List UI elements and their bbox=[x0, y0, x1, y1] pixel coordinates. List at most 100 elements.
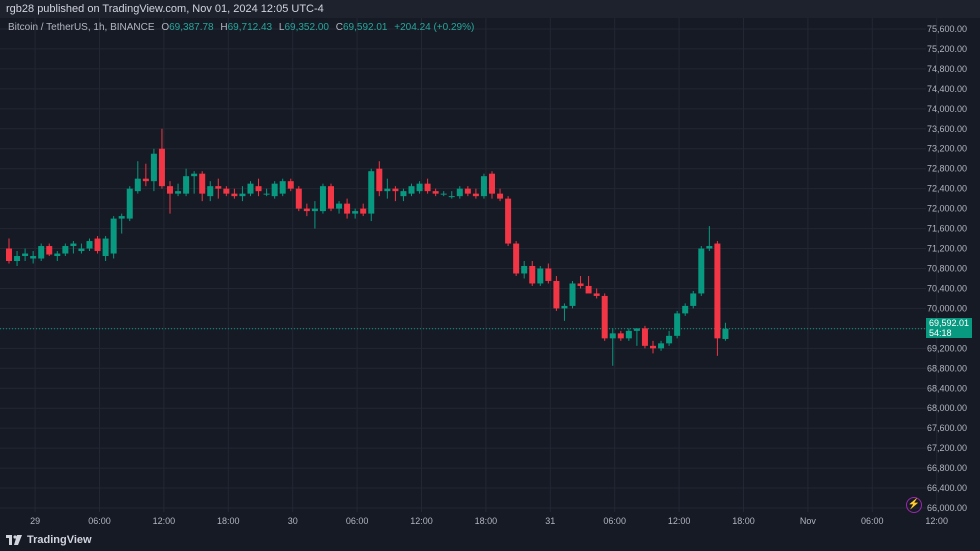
candle-body bbox=[376, 168, 383, 192]
chart-grid bbox=[0, 18, 938, 512]
candle bbox=[448, 191, 455, 199]
candle bbox=[432, 188, 439, 197]
price-tick-label: 66,400.00 bbox=[927, 483, 967, 493]
candle-body bbox=[360, 208, 367, 214]
candle-body bbox=[223, 188, 230, 194]
legend-close-label: C bbox=[335, 22, 343, 33]
candle bbox=[706, 226, 713, 252]
candle bbox=[376, 161, 383, 197]
price-tick-label: 70,400.00 bbox=[927, 283, 967, 293]
candle-body bbox=[658, 343, 665, 349]
tradingview-logo[interactable]: TradingView bbox=[6, 534, 92, 546]
candle bbox=[62, 243, 69, 257]
candle bbox=[167, 181, 173, 214]
lightning-bolt-icon[interactable]: ⚡ bbox=[906, 497, 922, 513]
candle bbox=[666, 330, 673, 346]
tradingview-brand: TradingView bbox=[27, 534, 92, 546]
candle-body bbox=[722, 328, 729, 339]
time-tick-label: 06:00 bbox=[603, 516, 626, 526]
time-tick-label: 06:00 bbox=[861, 516, 884, 526]
candle-body bbox=[86, 241, 93, 249]
candle bbox=[344, 198, 351, 219]
price-tick-label: 67,200.00 bbox=[927, 443, 967, 453]
candle-body bbox=[328, 186, 334, 209]
candle bbox=[14, 251, 21, 266]
candle bbox=[440, 191, 447, 197]
candle-body bbox=[295, 188, 302, 209]
candle-body bbox=[70, 243, 77, 247]
candle bbox=[513, 241, 520, 276]
candle bbox=[279, 178, 286, 197]
candle bbox=[38, 243, 45, 262]
candle bbox=[633, 328, 640, 346]
candle-body bbox=[158, 148, 165, 187]
candle-body bbox=[440, 193, 447, 195]
price-chart[interactable]: 66,000.00 66,400.00 66,800.00 67,200.00 67,6… bbox=[0, 0, 980, 531]
candle bbox=[239, 186, 246, 202]
last-price-tag: 69,592.01 54:18 bbox=[926, 318, 972, 338]
price-tick-label: 66,000.00 bbox=[927, 503, 967, 513]
candle-body bbox=[690, 293, 697, 306]
last-price-value: 69,592.01 bbox=[929, 318, 970, 328]
candle bbox=[231, 188, 238, 199]
candle bbox=[601, 293, 608, 341]
candle-body bbox=[650, 345, 656, 349]
legend-open-label: O bbox=[161, 22, 170, 33]
time-axis[interactable]: 29 06:00 12:00 18:00 30 06:00 12:00 18:00 31 06:0… bbox=[30, 516, 948, 526]
legend-symbol: Bitcoin / TetherUS, 1h, BINANCE bbox=[8, 22, 155, 33]
candle-body bbox=[472, 193, 479, 197]
candle bbox=[682, 303, 689, 316]
candle bbox=[199, 171, 206, 202]
candle bbox=[94, 236, 101, 254]
candle-body bbox=[392, 188, 399, 192]
candle bbox=[561, 303, 568, 321]
candle-body bbox=[344, 203, 351, 214]
candle bbox=[142, 163, 149, 187]
candle bbox=[46, 243, 53, 257]
candle bbox=[722, 322, 729, 341]
candle bbox=[158, 128, 165, 189]
candle-body bbox=[231, 193, 238, 197]
candle bbox=[110, 216, 117, 259]
candle bbox=[714, 241, 721, 356]
candle bbox=[126, 186, 133, 222]
candle bbox=[271, 181, 278, 199]
candle-body bbox=[118, 216, 125, 219]
candle bbox=[30, 251, 37, 264]
time-tick-label: 30 bbox=[288, 516, 298, 526]
candle bbox=[545, 263, 552, 284]
candle-body bbox=[674, 313, 681, 336]
price-tick-label: 70,000.00 bbox=[927, 303, 967, 313]
candle bbox=[215, 178, 222, 199]
price-tick-label: 72,800.00 bbox=[927, 164, 967, 174]
candle bbox=[247, 181, 254, 197]
candle-body bbox=[432, 191, 439, 194]
candle bbox=[78, 243, 85, 254]
candle bbox=[593, 288, 600, 299]
candle bbox=[537, 265, 544, 286]
candle bbox=[54, 251, 61, 262]
candle-body bbox=[400, 191, 407, 197]
candle bbox=[456, 186, 463, 199]
candle bbox=[521, 261, 528, 279]
price-tick-label: 72,000.00 bbox=[927, 204, 967, 214]
legend-low-value: 69,352.00 bbox=[284, 22, 329, 33]
price-tick-label: 73,600.00 bbox=[927, 124, 967, 134]
candle bbox=[263, 188, 270, 197]
footer: TradingView bbox=[0, 531, 980, 551]
time-tick-label: 18:00 bbox=[475, 516, 498, 526]
price-tick-label: 66,800.00 bbox=[927, 463, 967, 473]
candle-body bbox=[287, 181, 294, 189]
price-tick-label: 75,600.00 bbox=[927, 24, 967, 34]
candle-body bbox=[175, 191, 182, 194]
candle bbox=[497, 188, 504, 202]
candle bbox=[408, 183, 415, 197]
candle bbox=[650, 340, 656, 354]
candle bbox=[480, 173, 487, 199]
price-tick-label: 74,000.00 bbox=[927, 104, 967, 114]
candle-body bbox=[593, 293, 600, 296]
candle bbox=[303, 203, 310, 217]
candle bbox=[577, 275, 584, 289]
price-axis[interactable]: 66,000.00 66,400.00 66,800.00 67,200.00 67,6… bbox=[927, 24, 967, 513]
candle bbox=[295, 186, 302, 212]
